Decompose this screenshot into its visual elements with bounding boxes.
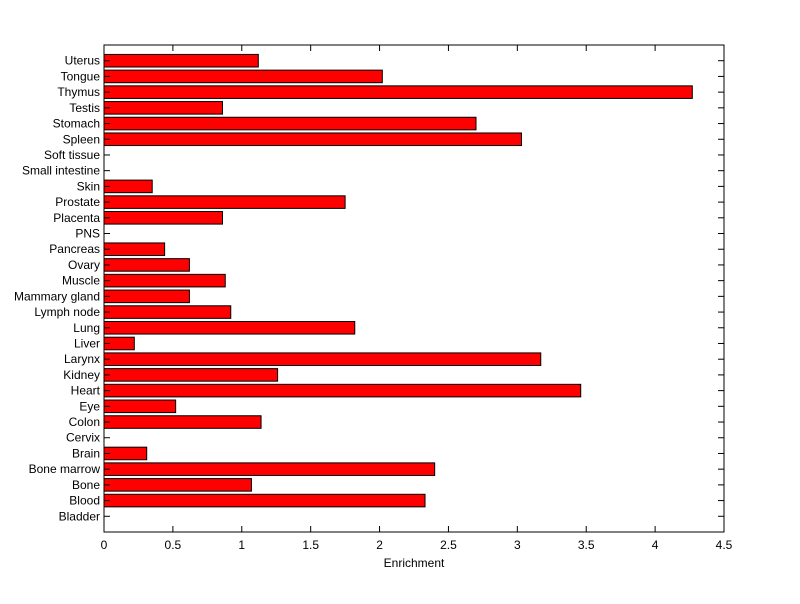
y-tick-label: Pancreas	[49, 242, 100, 256]
y-tick-label: Tongue	[61, 69, 101, 83]
y-tick-label: Muscle	[62, 274, 100, 288]
bars-group	[103, 53, 693, 508]
y-tick-label: Colon	[69, 415, 100, 429]
y-tick-label: Lymph node	[34, 305, 100, 319]
y-tick-label: Bone	[72, 478, 100, 492]
y-tick-label: Larynx	[64, 352, 100, 366]
y-tick-label: Prostate	[55, 195, 100, 209]
y-tick-label: Mammary gland	[14, 289, 100, 303]
bar-stomach	[103, 116, 477, 131]
y-tick-label: Thymus	[57, 85, 100, 99]
x-tick-label: 3	[514, 538, 521, 552]
x-tick-label: 2	[376, 538, 383, 552]
bar-muscle	[103, 273, 226, 288]
x-tick-label: 0	[101, 538, 108, 552]
y-tick-label: Kidney	[63, 368, 100, 382]
y-tick-label: Eye	[79, 399, 100, 413]
bar-thymus	[103, 85, 693, 99]
x-axis: 0 0.5 1 1.5 2 2.5 3 3.5 4 4.5	[101, 45, 733, 552]
bar-brain	[103, 446, 148, 461]
bar-spleen	[103, 132, 522, 147]
bar-ovary	[103, 258, 190, 272]
x-tick-label: 0.5	[165, 538, 182, 552]
bar-lung	[103, 320, 356, 335]
bar-testis	[103, 101, 223, 115]
bar-eye	[103, 399, 177, 414]
y-tick-label: Lung	[73, 321, 100, 335]
y-tick-label: Bladder	[59, 509, 100, 523]
y-tick-label: Spleen	[63, 132, 100, 146]
y-tick-label: Uterus	[65, 54, 100, 68]
bar-colon	[103, 415, 262, 429]
bar-pancreas	[103, 242, 166, 257]
x-tick-label: 4.5	[716, 538, 733, 552]
bar-blood	[103, 493, 426, 508]
bar-uterus	[103, 53, 259, 68]
x-tick-label: 1	[238, 538, 245, 552]
y-tick-label: Testis	[69, 101, 100, 115]
y-tick-label: Blood	[69, 494, 100, 508]
y-tick-label: Liver	[74, 336, 100, 350]
bar-tongue	[103, 69, 383, 84]
y-tick-label: Brain	[72, 446, 100, 460]
x-tick-label: 4	[652, 538, 659, 552]
bar-prostate	[103, 195, 346, 209]
bar-skin	[103, 179, 153, 194]
bar-mammary-gland	[103, 289, 190, 304]
y-tick-label: Small intestine	[22, 164, 100, 178]
x-tick-label: 1.5	[302, 538, 319, 552]
y-tick-label: Heart	[71, 384, 101, 398]
y-tick-label: Bone marrow	[29, 462, 101, 476]
y-tick-label: Ovary	[68, 258, 100, 272]
x-axis-label: Enrichment	[384, 556, 445, 570]
bar-kidney	[103, 368, 279, 382]
bar-bone-marrow	[103, 462, 436, 476]
y-tick-label: PNS	[75, 227, 100, 241]
x-tick-label: 2.5	[440, 538, 457, 552]
y-tick-label: Stomach	[53, 117, 100, 131]
y-tick-label: Skin	[77, 179, 100, 193]
bar-bone	[103, 478, 252, 492]
bar-larynx	[103, 352, 542, 366]
bar-placenta	[103, 211, 223, 225]
y-tick-label: Soft tissue	[44, 148, 100, 162]
bar-lymph-node	[103, 305, 232, 319]
x-tick-label: 3.5	[578, 538, 595, 552]
bar-heart	[103, 383, 582, 398]
y-tick-label: Placenta	[53, 211, 100, 225]
y-tick-label: Cervix	[66, 431, 100, 445]
